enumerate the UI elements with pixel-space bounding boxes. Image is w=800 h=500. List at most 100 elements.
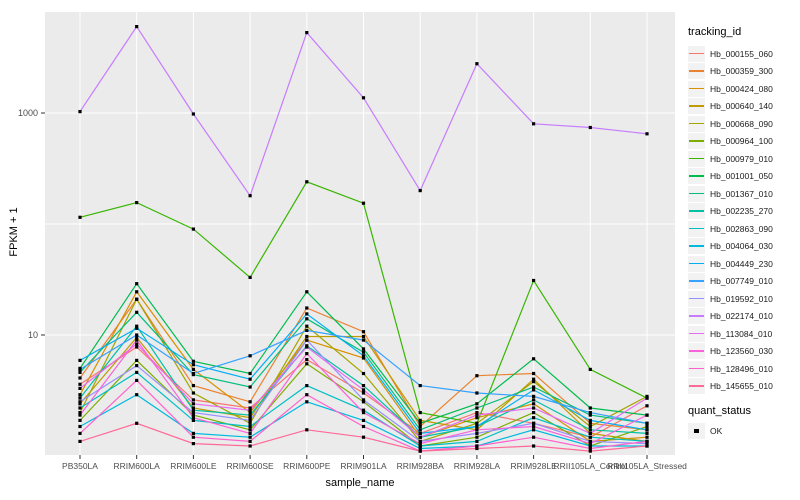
x-tick-label: RRIM928LE [510,461,557,471]
legend-item-Hb_000640_140: Hb_000640_140 [688,98,800,116]
data-point [191,402,195,406]
legend-item-label: Hb_113084_010 [710,328,773,339]
data-point [418,442,422,446]
data-point [78,215,82,219]
data-point [532,416,536,420]
data-point [305,312,309,316]
data-point [191,112,195,116]
data-point [305,324,309,328]
data-point [532,278,536,283]
data-point [135,338,139,342]
data-point [248,275,252,279]
legend-item-label: Hb_123560_030 [710,346,773,357]
data-point [248,400,252,404]
data-point [532,385,536,389]
data-point [532,398,536,402]
data-point [475,439,479,443]
data-point [248,435,252,439]
plot-panel [45,12,675,455]
legend-item-label: Hb_002863_090 [710,223,773,234]
data-point [248,408,252,412]
data-point [305,31,309,35]
legend-key-line-icon [688,325,705,342]
legend-item-Hb_128496_010: Hb_128496_010 [688,360,800,378]
data-point [588,367,592,371]
legend-item-Hb_000359_300: Hb_000359_300 [688,63,800,81]
data-point [588,424,592,429]
data-point [248,371,252,376]
data-point [361,388,366,392]
data-point [78,402,82,406]
data-point [475,428,479,432]
data-point [475,435,479,439]
data-point [418,449,422,453]
data-point [191,435,195,439]
data-point [418,384,422,388]
data-point [532,411,536,415]
data-point [532,435,536,439]
legend-item-label: Hb_004064_030 [710,241,773,252]
data-point [305,306,309,310]
data-point [532,388,536,392]
x-tick-label: RRII105LA_Control [553,461,627,471]
legend-key-line-icon [688,255,705,272]
legend-item-label: Hb_000424_080 [710,83,773,94]
data-point [191,384,195,388]
data-point [588,439,592,443]
data-point [418,446,422,451]
data-point [645,428,649,432]
data-point [361,435,366,439]
data-point [361,411,366,415]
legend-item-Hb_000979_010: Hb_000979_010 [688,150,800,168]
data-point [248,418,252,422]
data-point [305,352,309,356]
data-point [645,424,649,429]
data-point [532,357,536,361]
data-point [305,334,309,339]
quant-status-label: OK [710,425,723,436]
x-tick-label: RRIM928BA [397,461,445,471]
data-point [78,418,82,422]
data-point [645,132,649,136]
data-point [305,328,309,332]
legend-item-Hb_002863_090: Hb_002863_090 [688,220,800,238]
data-point [191,363,195,367]
x-tick-label: RRIM928LA [454,461,501,471]
data-point [305,393,309,397]
data-point [135,378,139,382]
legend-key-line-icon [688,203,705,220]
data-point [475,446,479,451]
data-point [532,377,536,381]
data-point [305,384,309,388]
legend-key-line-icon [688,63,705,80]
data-point [135,25,139,29]
data-point [248,406,252,410]
legend-item-label: Hb_019592_010 [710,293,773,304]
data-point [475,421,479,425]
data-point [361,398,366,402]
legend-title-quant-status: quant_status [688,405,751,417]
data-point [645,421,649,425]
x-tick-label: RRII105LA_Stressed [607,461,687,471]
x-axis-title: sample_name [325,477,395,489]
legend-item-Hb_000964_100: Hb_000964_100 [688,133,800,151]
data-point [135,358,139,362]
legend-key-line-icon [688,220,705,237]
data-point [248,411,252,415]
data-point [78,439,82,443]
data-point [78,431,82,435]
data-point [588,418,592,422]
data-point [135,364,139,368]
data-point [305,290,309,294]
data-point [361,418,366,422]
data-point [78,406,82,410]
data-point [645,413,649,417]
data-point [588,428,592,432]
data-point [191,391,195,395]
legend-item-Hb_000155_060: Hb_000155_060 [688,45,800,63]
legend-item-label: Hb_007749_010 [710,276,773,287]
data-point [248,424,252,429]
data-point [305,358,309,362]
data-point [135,310,139,314]
